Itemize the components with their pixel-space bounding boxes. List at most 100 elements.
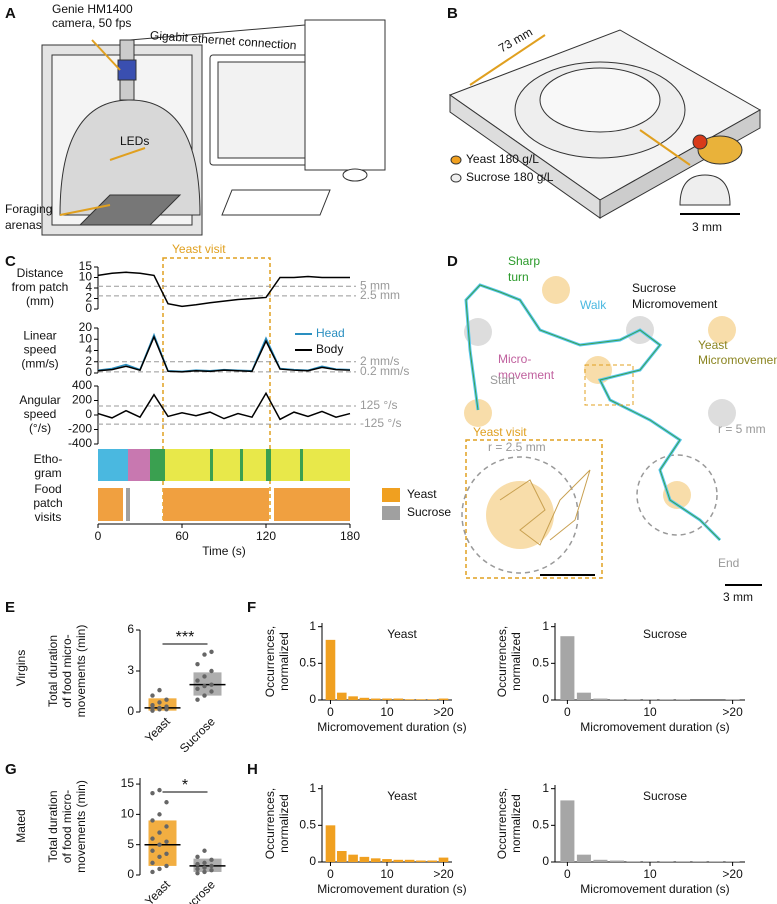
x-tick-label: 120 [256, 529, 276, 543]
label: Micromovement [698, 353, 777, 367]
point [164, 800, 169, 805]
bar [438, 698, 449, 700]
bar [560, 800, 575, 862]
x-tick-label: 0 [327, 867, 334, 881]
bar [404, 859, 415, 862]
point [202, 865, 207, 870]
y-tick-label: 0 [542, 854, 549, 868]
x-tick-label: 10 [380, 867, 394, 881]
x-tick-label: >20 [722, 705, 743, 719]
bar [427, 860, 438, 862]
label: Sucrose [632, 281, 676, 295]
axis-label: movements (min) [74, 780, 88, 873]
bar [404, 699, 415, 700]
y-tick-label: -400 [68, 436, 92, 450]
point [164, 851, 169, 856]
legend-label: Yeast [407, 487, 437, 501]
point [209, 689, 214, 694]
bar [359, 697, 370, 700]
label: End [718, 556, 739, 570]
panel-letter: E [5, 599, 15, 616]
bar [626, 699, 641, 700]
axis-label: of food micro- [60, 634, 74, 707]
bar [427, 699, 438, 700]
chart-title: Sucrose [643, 627, 687, 641]
y-tick-label: 10 [121, 807, 135, 821]
x-axis-label: Micromovement duration (s) [317, 720, 466, 734]
point [195, 870, 200, 876]
label: Micromovement [632, 297, 718, 311]
axis-label: Total duration [46, 790, 60, 862]
point [195, 861, 200, 867]
y-tick-label: 0 [542, 692, 549, 706]
y-tick-label: 0 [127, 704, 134, 718]
x-axis-label: Micromovement duration (s) [580, 720, 729, 734]
y-tick-label: 6 [127, 622, 134, 636]
legend-label: Body [316, 342, 343, 356]
bar [336, 851, 347, 862]
bar [325, 639, 336, 700]
axis-label: gram [34, 466, 61, 480]
group-label: Mated [14, 809, 28, 842]
label: Yeast visit [172, 242, 226, 256]
box [148, 820, 177, 866]
scale-label: 3 mm [692, 220, 722, 234]
axis-label: patch [33, 496, 62, 510]
significance: * [182, 777, 188, 794]
line [97, 271, 350, 308]
point [157, 705, 162, 711]
label: 73 mm [496, 25, 535, 55]
point [202, 652, 207, 657]
label: r = 5 mm [718, 422, 766, 436]
label: arenas [5, 218, 42, 232]
bar [576, 692, 591, 700]
legend-label: Head [316, 326, 345, 340]
threshold-label: 2.5 mm [360, 288, 400, 302]
y-tick-label: 10 [79, 270, 93, 284]
trajectory-illustration [461, 276, 762, 586]
panel-letter: A [5, 5, 16, 22]
point [157, 842, 162, 847]
bar [370, 698, 381, 700]
x-axis-label: Time (s) [202, 544, 246, 558]
axis-label: normalized [277, 794, 291, 853]
panel-letter: D [447, 253, 458, 270]
x-axis-label: Micromovement duration (s) [580, 882, 729, 896]
axis-label: Occurrences, [495, 788, 509, 859]
bar [325, 825, 336, 862]
group-label: Virgins [14, 650, 28, 686]
y-tick-label: -200 [68, 422, 92, 436]
bar [593, 698, 608, 700]
panel-letter: H [247, 761, 258, 778]
y-tick-label: 0.5 [299, 656, 316, 670]
arena-illustration [448, 29, 762, 219]
threshold-label: 125 °/s [360, 398, 398, 412]
x-tick-label: 180 [340, 529, 360, 543]
point [195, 678, 200, 683]
x-tick-label: 10 [643, 867, 657, 881]
label: Foraging [5, 202, 52, 216]
point [209, 668, 214, 674]
point [150, 836, 155, 841]
label: r = 2.5 mm [488, 440, 546, 454]
label: Yeast 180 g/L [466, 152, 539, 166]
bar [642, 861, 658, 862]
y-tick-label: 0 [85, 301, 92, 315]
threshold-label: 2 mm/s [360, 354, 399, 368]
point [195, 686, 200, 691]
y-tick-label: 2 [85, 354, 92, 368]
y-tick-label: 15 [79, 259, 93, 273]
label: turn [508, 270, 529, 284]
label: Start [490, 373, 516, 387]
x-tick-label: Sucrose [177, 877, 218, 904]
label: camera, 50 fps [52, 16, 131, 30]
axis-label: of food micro- [60, 790, 74, 863]
scale-label: 3 mm [723, 590, 753, 604]
legend-swatch [382, 506, 400, 520]
y-tick-label: 4 [85, 343, 92, 357]
point [202, 869, 207, 875]
bar [382, 698, 392, 700]
patch-visits [98, 488, 350, 521]
y-tick-label: 5 [127, 837, 134, 851]
